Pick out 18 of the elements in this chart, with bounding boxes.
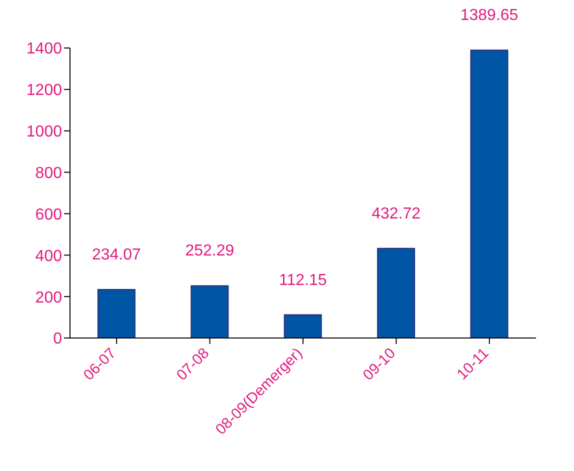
bar: [190, 285, 229, 338]
y-tick-label: 400: [35, 248, 62, 265]
data-label: 234.07: [92, 246, 142, 264]
y-tick-label: 1200: [26, 82, 62, 100]
bar: [97, 289, 136, 338]
bar: [377, 248, 416, 338]
data-label: 112.15: [278, 272, 327, 289]
y-tick-label: 200: [35, 289, 62, 306]
y-tick-label: 1400: [26, 40, 62, 58]
y-tick-label: 1000: [26, 124, 62, 141]
bar: [284, 314, 322, 338]
y-tick-label: 0: [53, 330, 62, 348]
y-tick-label: 800: [35, 164, 62, 182]
bar: [470, 50, 508, 338]
y-tick-label: 600: [35, 206, 62, 224]
data-label: 432.72: [372, 205, 421, 222]
data-label: 252.29: [185, 242, 234, 260]
data-label: 1389.65: [460, 7, 518, 24]
